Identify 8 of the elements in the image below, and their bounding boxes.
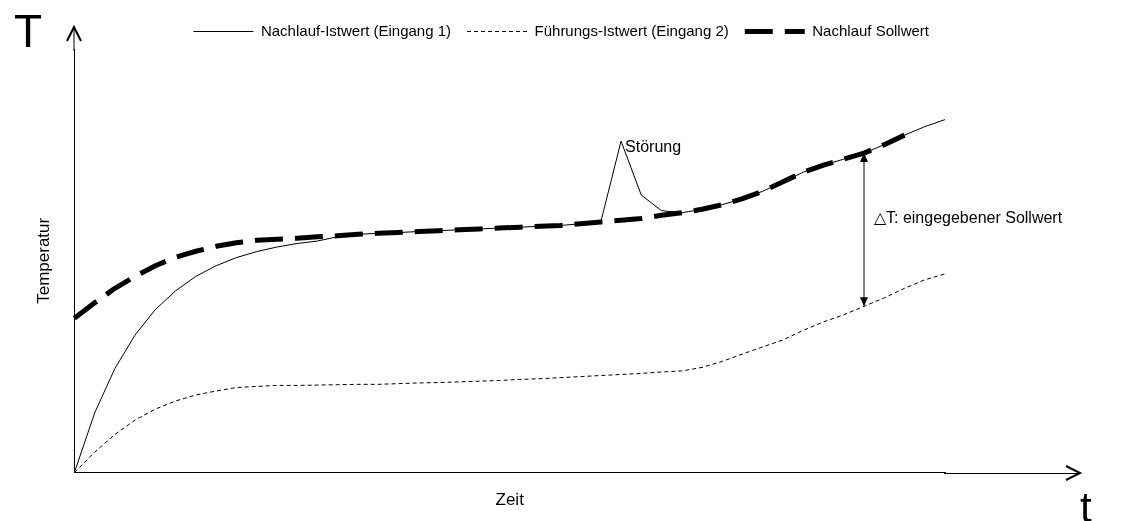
x-axis-title: Zeit: [495, 490, 525, 510]
text: T: [14, 5, 43, 57]
annotation: △T: eingegebener Sollwert: [874, 208, 1063, 226]
y-axis-title: Temperatur: [33, 217, 53, 304]
legend-label: Nachlauf Sollwert: [812, 21, 930, 39]
legend-label: Nachlauf-Istwert (Eingang 1): [260, 21, 452, 39]
annotation: Störung: [625, 138, 682, 156]
legend-label: Führungs-Istwert (Eingang 2): [534, 21, 729, 39]
